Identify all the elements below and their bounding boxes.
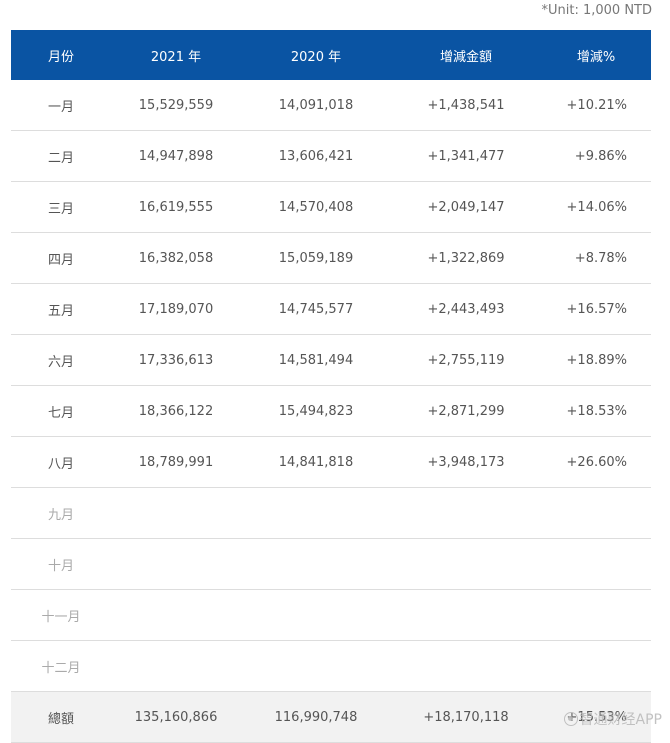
cell-pct: +18.89% bbox=[541, 334, 651, 386]
header-2021: 2021 年 bbox=[111, 30, 241, 80]
header-pct: 增減% bbox=[541, 30, 651, 80]
cell-pct: +10.21% bbox=[541, 80, 651, 131]
cell-month: 七月 bbox=[11, 385, 111, 437]
cell-pct: +16.57% bbox=[541, 283, 651, 335]
cell-2020: 14,841,818 bbox=[241, 436, 391, 488]
total-diff: +18,170,118 bbox=[391, 691, 541, 743]
cell-2020 bbox=[241, 640, 391, 692]
cell-diff: +2,049,147 bbox=[391, 181, 541, 233]
table-row: 一月 15,529,559 14,091,018 +1,438,541 +10.… bbox=[11, 80, 651, 131]
cell-2021 bbox=[111, 640, 241, 692]
cell-diff bbox=[391, 640, 541, 692]
cell-2021: 14,947,898 bbox=[111, 130, 241, 182]
cell-pct: +8.78% bbox=[541, 232, 651, 284]
header-month: 月份 bbox=[11, 30, 111, 80]
table-body: 一月 15,529,559 14,091,018 +1,438,541 +10.… bbox=[11, 80, 651, 743]
table-row: 十月 bbox=[11, 538, 651, 590]
cell-2020: 15,494,823 bbox=[241, 385, 391, 437]
cell-month: 十二月 bbox=[11, 640, 111, 692]
table-row: 十二月 bbox=[11, 640, 651, 692]
cell-diff: +3,948,173 bbox=[391, 436, 541, 488]
cell-month: 十月 bbox=[11, 538, 111, 590]
watermark: 智通财经APP bbox=[563, 709, 662, 729]
total-pct: +15.53% bbox=[541, 691, 651, 743]
cell-diff: +1,438,541 bbox=[391, 80, 541, 131]
cell-pct bbox=[541, 589, 651, 641]
cell-pct: +18.53% bbox=[541, 385, 651, 437]
cell-pct: +26.60% bbox=[541, 436, 651, 488]
watermark-text: 智通财经APP bbox=[579, 712, 662, 728]
table-row: 八月 18,789,991 14,841,818 +3,948,173 +26.… bbox=[11, 436, 651, 488]
cell-2020: 15,059,189 bbox=[241, 232, 391, 284]
cell-2020: 13,606,421 bbox=[241, 130, 391, 182]
cell-2020 bbox=[241, 538, 391, 590]
table-row: 三月 16,619,555 14,570,408 +2,049,147 +14.… bbox=[11, 181, 651, 233]
cell-month: 九月 bbox=[11, 487, 111, 539]
cell-2020: 14,581,494 bbox=[241, 334, 391, 386]
cell-month: 二月 bbox=[11, 130, 111, 182]
cell-pct bbox=[541, 640, 651, 692]
cell-2020: 14,745,577 bbox=[241, 283, 391, 335]
cell-pct: +9.86% bbox=[541, 130, 651, 182]
cell-month: 四月 bbox=[11, 232, 111, 284]
cell-diff bbox=[391, 538, 541, 590]
cell-2021: 16,619,555 bbox=[111, 181, 241, 233]
table-row: 九月 bbox=[11, 487, 651, 539]
cell-2021: 17,336,613 bbox=[111, 334, 241, 386]
cell-diff: +2,871,299 bbox=[391, 385, 541, 437]
cell-month: 八月 bbox=[11, 436, 111, 488]
cell-2021: 18,366,122 bbox=[111, 385, 241, 437]
total-2020: 116,990,748 bbox=[241, 691, 391, 743]
cell-pct bbox=[541, 538, 651, 590]
table-total-row: 總額 135,160,866 116,990,748 +18,170,118 +… bbox=[11, 691, 651, 743]
cell-2020: 14,570,408 bbox=[241, 181, 391, 233]
header-2020: 2020 年 bbox=[241, 30, 391, 80]
header-diff: 增減金額 bbox=[391, 30, 541, 80]
total-label: 總額 bbox=[11, 691, 111, 743]
table-row: 十一月 bbox=[11, 589, 651, 641]
cell-2021: 15,529,559 bbox=[111, 80, 241, 131]
table-row: 七月 18,366,122 15,494,823 +2,871,299 +18.… bbox=[11, 385, 651, 437]
cell-2021 bbox=[111, 538, 241, 590]
cell-2020 bbox=[241, 589, 391, 641]
unit-note: *Unit: 1,000 NTD bbox=[541, 3, 653, 18]
monthly-revenue-table: 月份 2021 年 2020 年 增減金額 增減% 一月 15,529,559 … bbox=[11, 30, 651, 743]
cell-pct bbox=[541, 487, 651, 539]
cell-2021: 16,382,058 bbox=[111, 232, 241, 284]
cell-diff: +1,322,869 bbox=[391, 232, 541, 284]
cell-2021 bbox=[111, 589, 241, 641]
cell-diff: +2,443,493 bbox=[391, 283, 541, 335]
table-row: 五月 17,189,070 14,745,577 +2,443,493 +16.… bbox=[11, 283, 651, 335]
watermark-logo-icon bbox=[563, 712, 578, 726]
cell-month: 三月 bbox=[11, 181, 111, 233]
cell-diff: +1,341,477 bbox=[391, 130, 541, 182]
cell-diff bbox=[391, 589, 541, 641]
cell-diff bbox=[391, 487, 541, 539]
table-row: 六月 17,336,613 14,581,494 +2,755,119 +18.… bbox=[11, 334, 651, 386]
cell-2020 bbox=[241, 487, 391, 539]
cell-2021: 17,189,070 bbox=[111, 283, 241, 335]
cell-month: 五月 bbox=[11, 283, 111, 335]
cell-diff: +2,755,119 bbox=[391, 334, 541, 386]
total-2021: 135,160,866 bbox=[111, 691, 241, 743]
cell-month: 十一月 bbox=[11, 589, 111, 641]
table-row: 二月 14,947,898 13,606,421 +1,341,477 +9.8… bbox=[11, 130, 651, 182]
cell-2020: 14,091,018 bbox=[241, 80, 391, 131]
cell-pct: +14.06% bbox=[541, 181, 651, 233]
cell-month: 一月 bbox=[11, 80, 111, 131]
cell-month: 六月 bbox=[11, 334, 111, 386]
cell-2021 bbox=[111, 487, 241, 539]
cell-2021: 18,789,991 bbox=[111, 436, 241, 488]
table-header-row: 月份 2021 年 2020 年 增減金額 增減% bbox=[11, 30, 651, 80]
table-row: 四月 16,382,058 15,059,189 +1,322,869 +8.7… bbox=[11, 232, 651, 284]
